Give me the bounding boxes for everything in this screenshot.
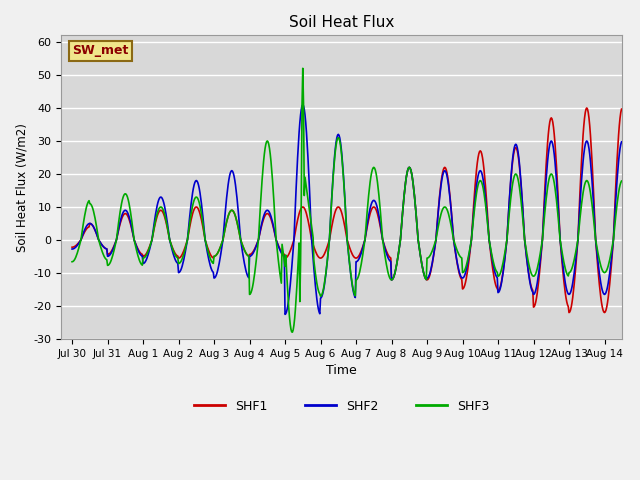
SHF2 [281, 312, 289, 317]
SHF3 [299, 65, 307, 71]
SHF1 [323, 244, 331, 250]
Legend: SHF1, SHF2, SHF3: SHF1, SHF2, SHF3 [189, 395, 495, 418]
SHF1 [476, 149, 483, 155]
Line: SHF2: SHF2 [72, 105, 621, 314]
SHF3 [68, 259, 76, 264]
SHF3 [464, 257, 472, 263]
SHF1 [462, 276, 470, 282]
Line: SHF3: SHF3 [72, 68, 621, 332]
Y-axis label: Soil Heat Flux (W/m2): Soil Heat Flux (W/m2) [15, 123, 28, 252]
SHF1 [303, 211, 310, 216]
SHF3 [289, 329, 296, 335]
SHF3 [325, 244, 333, 250]
SHF2 [477, 168, 485, 174]
SHF1 [583, 105, 591, 111]
SHF2 [325, 245, 333, 251]
Title: Soil Heat Flux: Soil Heat Flux [289, 15, 394, 30]
SHF2 [464, 260, 472, 266]
SHF2 [145, 249, 153, 254]
Line: SHF1: SHF1 [72, 108, 621, 312]
X-axis label: Time: Time [326, 364, 357, 377]
SHF2 [304, 155, 312, 160]
SHF2 [68, 246, 76, 252]
SHF1 [70, 244, 78, 250]
SHF3 [477, 178, 485, 184]
SHF1 [68, 244, 76, 250]
SHF3 [145, 246, 153, 252]
SHF1 [618, 106, 625, 112]
Text: SW_met: SW_met [72, 45, 129, 58]
SHF2 [70, 245, 78, 251]
SHF3 [70, 257, 78, 263]
SHF2 [618, 139, 625, 144]
SHF3 [304, 196, 312, 202]
SHF2 [299, 102, 307, 108]
SHF1 [145, 245, 153, 251]
SHF3 [618, 178, 625, 184]
SHF1 [565, 310, 573, 315]
